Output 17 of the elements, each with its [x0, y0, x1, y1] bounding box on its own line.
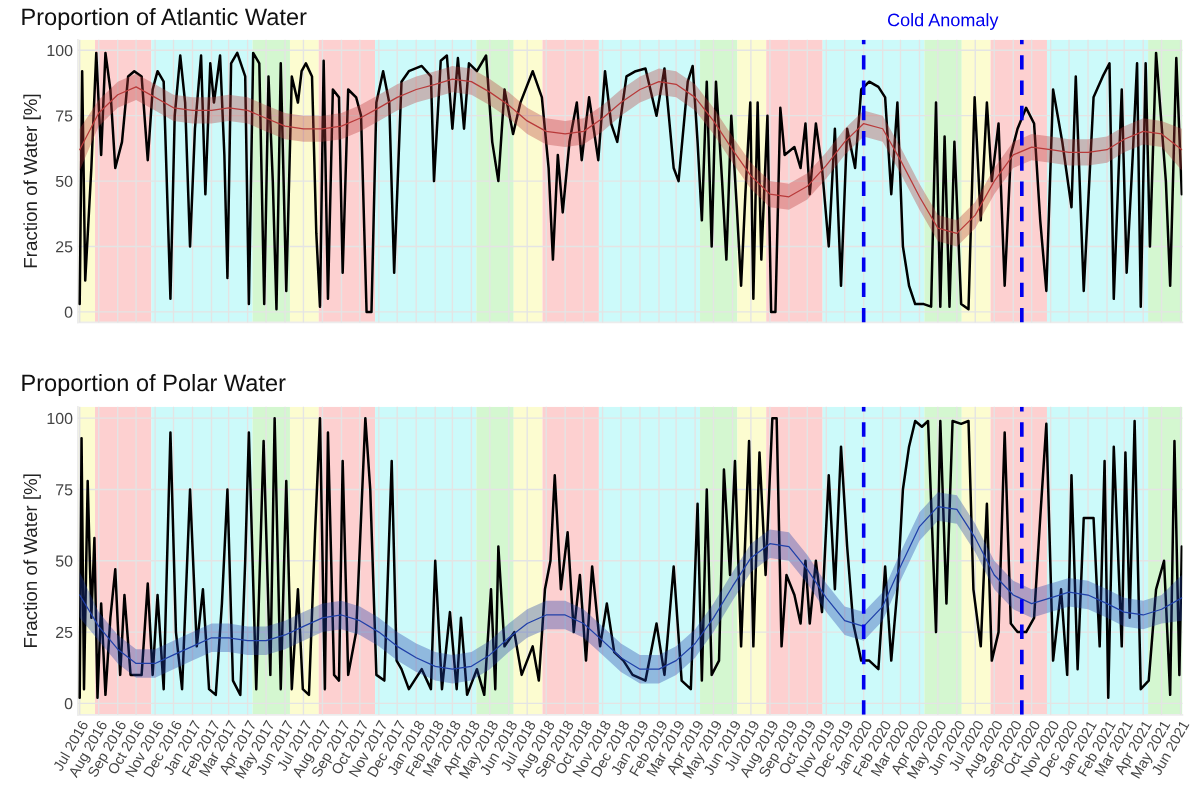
line-series — [78, 416, 1183, 699]
y-axis-title: Fraction of Water [%] — [23, 474, 41, 647]
y-tick-label: 25 — [56, 241, 73, 253]
y-tick-label: 25 — [56, 626, 73, 639]
chart-title: Proportion of Atlantic Water — [22, 7, 307, 30]
y-tick-label: 50 — [55, 175, 73, 188]
y-tick-label: 75 — [56, 110, 73, 122]
line-series — [78, 51, 1183, 314]
y-tick-label: 50 — [55, 555, 73, 567]
text: Cold Anomaly — [887, 13, 999, 30]
chart-title: Proportion of Polar Water — [22, 373, 286, 396]
y-tick-label: 0 — [64, 698, 73, 710]
y-tick-label: 75 — [56, 484, 73, 496]
y-tick-label: 0 — [64, 306, 73, 318]
y-tick-label: 100 — [47, 44, 73, 57]
y-tick-label: 100 — [47, 412, 73, 425]
y-axis-title: Fraction of Water [%] — [23, 94, 41, 268]
